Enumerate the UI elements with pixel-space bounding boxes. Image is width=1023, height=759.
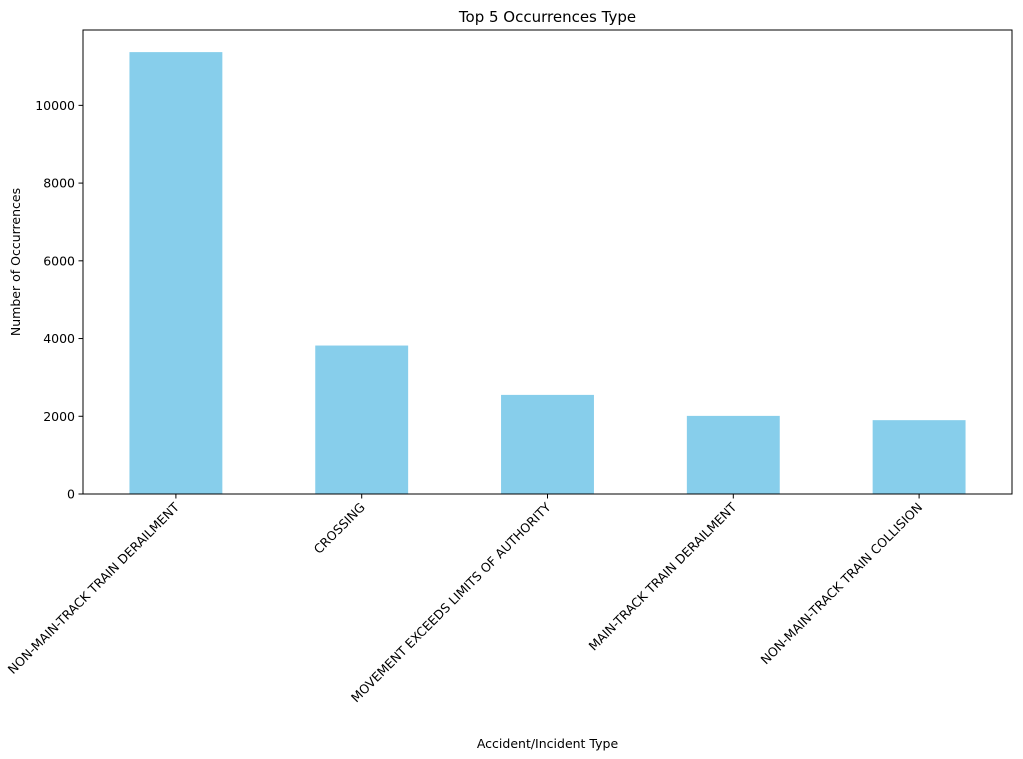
- plot-frame: [82, 29, 1013, 495]
- chart-title: Top 5 Occurrences Type: [458, 8, 636, 26]
- y-axis: 0 2000 4000 6000 8000 10000: [35, 98, 83, 502]
- y-tick-label: 0: [67, 487, 75, 502]
- x-axis: NON-MAIN-TRACK TRAIN DERAILMENT CROSSINGM…: [5, 494, 925, 705]
- bar-5: [872, 420, 966, 494]
- y-tick-label: 6000: [43, 253, 75, 268]
- bar-2: [315, 345, 409, 494]
- bar-4: [686, 415, 780, 494]
- x-tick-label: CROSSING: [311, 500, 368, 557]
- y-axis-title: Number of Occurrences: [8, 188, 23, 336]
- x-tick-label: MOVEMENT EXCEEDS LIMITS OF AUTHORITY: [348, 499, 554, 705]
- y-tick-label: 10000: [35, 98, 75, 113]
- bar-1: [129, 52, 223, 495]
- y-tick-label: 4000: [43, 331, 75, 346]
- y-tick-label: 2000: [43, 409, 75, 424]
- y-tick-label: 8000: [43, 176, 75, 191]
- bar-3: [501, 394, 594, 494]
- x-tick-label: NON-MAIN-TRACK TRAIN DERAILMENT: [5, 499, 183, 677]
- x-axis-title: Accident/Incident Type: [477, 736, 619, 751]
- bars-group: [129, 52, 966, 495]
- x-tick-label: NON-MAIN-TRACK TRAIN COLLISION: [757, 500, 925, 668]
- x-tick-label: MAIN-TRACK TRAIN DERAILMENT: [585, 499, 739, 653]
